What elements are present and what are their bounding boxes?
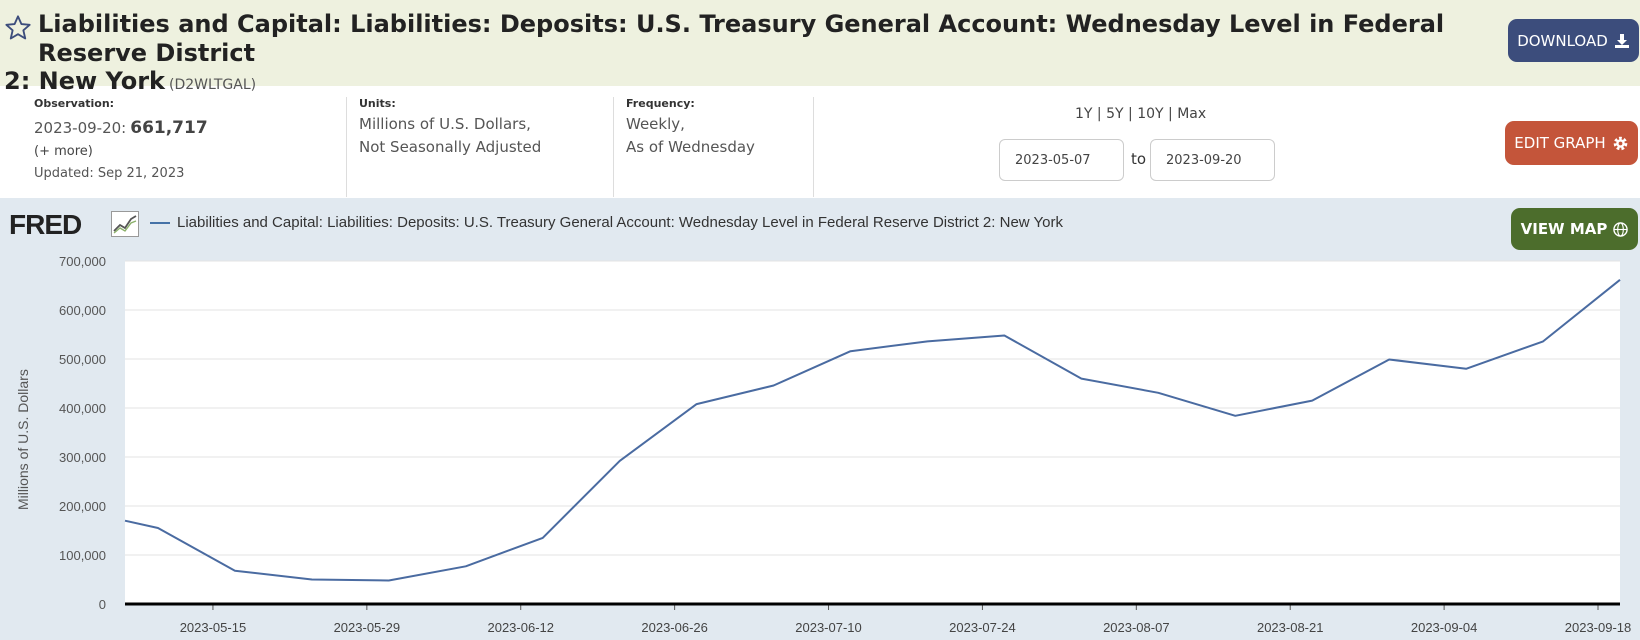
x-tick-label: 2023-07-10 — [795, 620, 862, 635]
x-tick-label: 2023-08-07 — [1103, 620, 1170, 635]
y-tick-label: 500,000 — [59, 352, 106, 367]
x-tick-label: 2023-07-24 — [949, 620, 1016, 635]
x-tick-label: 2023-05-15 — [180, 620, 247, 635]
edit-graph-button[interactable]: EDIT GRAPH — [1505, 121, 1638, 165]
divider — [346, 97, 347, 197]
y-tick-label: 400,000 — [59, 401, 106, 416]
observation: 2023-09-20: 661,717 — [34, 118, 208, 138]
range-separator: | — [1168, 106, 1173, 122]
frequency-line-2: As of Wednesday — [626, 138, 755, 156]
range-1y[interactable]: 1Y — [1075, 106, 1093, 122]
view-map-button[interactable]: VIEW MAP — [1511, 208, 1638, 250]
series-line — [124, 279, 1621, 582]
x-tick-label: 2023-06-26 — [641, 620, 708, 635]
view-map-label: VIEW MAP — [1520, 220, 1608, 238]
units-line-2: Not Seasonally Adjusted — [359, 138, 542, 156]
fred-logo: FRED — [9, 209, 82, 240]
y-tick-label: 0 — [99, 597, 106, 612]
legend-swatch — [150, 222, 170, 224]
range-max[interactable]: Max — [1177, 106, 1207, 122]
start-date-input[interactable] — [999, 139, 1124, 181]
y-tick-label: 700,000 — [59, 254, 106, 269]
y-tick-label: 100,000 — [59, 548, 106, 563]
y-tick-label: 200,000 — [59, 499, 106, 514]
frequency-label: Frequency: — [626, 97, 695, 110]
y-tick-label: 300,000 — [59, 450, 106, 465]
more-link[interactable]: (+ more) — [34, 144, 93, 159]
edit-graph-label: EDIT GRAPH — [1514, 134, 1606, 152]
x-tick-label: 2023-08-21 — [1257, 620, 1324, 635]
header-band — [0, 0, 1640, 86]
x-tick-label: 2023-06-12 — [487, 620, 554, 635]
y-tick-label: 600,000 — [59, 303, 106, 318]
observation-date: 2023-09-20: — [34, 119, 127, 137]
title-line-2: 2: New York — [4, 67, 166, 95]
observation-value: 661,717 — [130, 118, 208, 138]
x-tick-label: 2023-05-29 — [334, 620, 401, 635]
units-label: Units: — [359, 97, 396, 110]
download-button[interactable]: DOWNLOAD — [1508, 19, 1639, 62]
title-line-1: Liabilities and Capital: Liabilities: De… — [38, 10, 1445, 67]
download-icon — [1614, 33, 1629, 48]
units-line-1: Millions of U.S. Dollars, — [359, 115, 531, 133]
divider — [613, 97, 614, 197]
end-date-input[interactable] — [1150, 139, 1275, 181]
x-tick-label: 2023-09-04 — [1411, 620, 1478, 635]
range-5y[interactable]: 5Y — [1106, 106, 1124, 122]
divider — [813, 97, 814, 197]
gear-icon — [1613, 136, 1628, 150]
page-title: Liabilities and Capital: Liabilities: De… — [4, 10, 1504, 100]
range-separator: | — [1096, 106, 1102, 122]
legend-label: Liabilities and Capital: Liabilities: De… — [177, 214, 1063, 231]
updated-date: Updated: Sep 21, 2023 — [34, 166, 185, 181]
download-label: DOWNLOAD — [1517, 31, 1608, 50]
chart-trend-icon — [111, 211, 139, 237]
star-icon[interactable] — [4, 14, 32, 42]
frequency-line-1: Weekly, — [626, 115, 685, 133]
range-selector: 1Y | 5Y | 10Y | Max — [1075, 106, 1206, 122]
observation-label: Observation: — [34, 97, 115, 110]
globe-icon — [1613, 221, 1629, 237]
range-separator: | — [1128, 106, 1133, 122]
series-id: (D2WLTGAL) — [169, 77, 257, 93]
plot-background — [125, 261, 1620, 604]
x-tick-label: 2023-09-18 — [1565, 620, 1632, 635]
to-label: to — [1131, 150, 1147, 168]
range-10y[interactable]: 10Y — [1137, 106, 1164, 122]
